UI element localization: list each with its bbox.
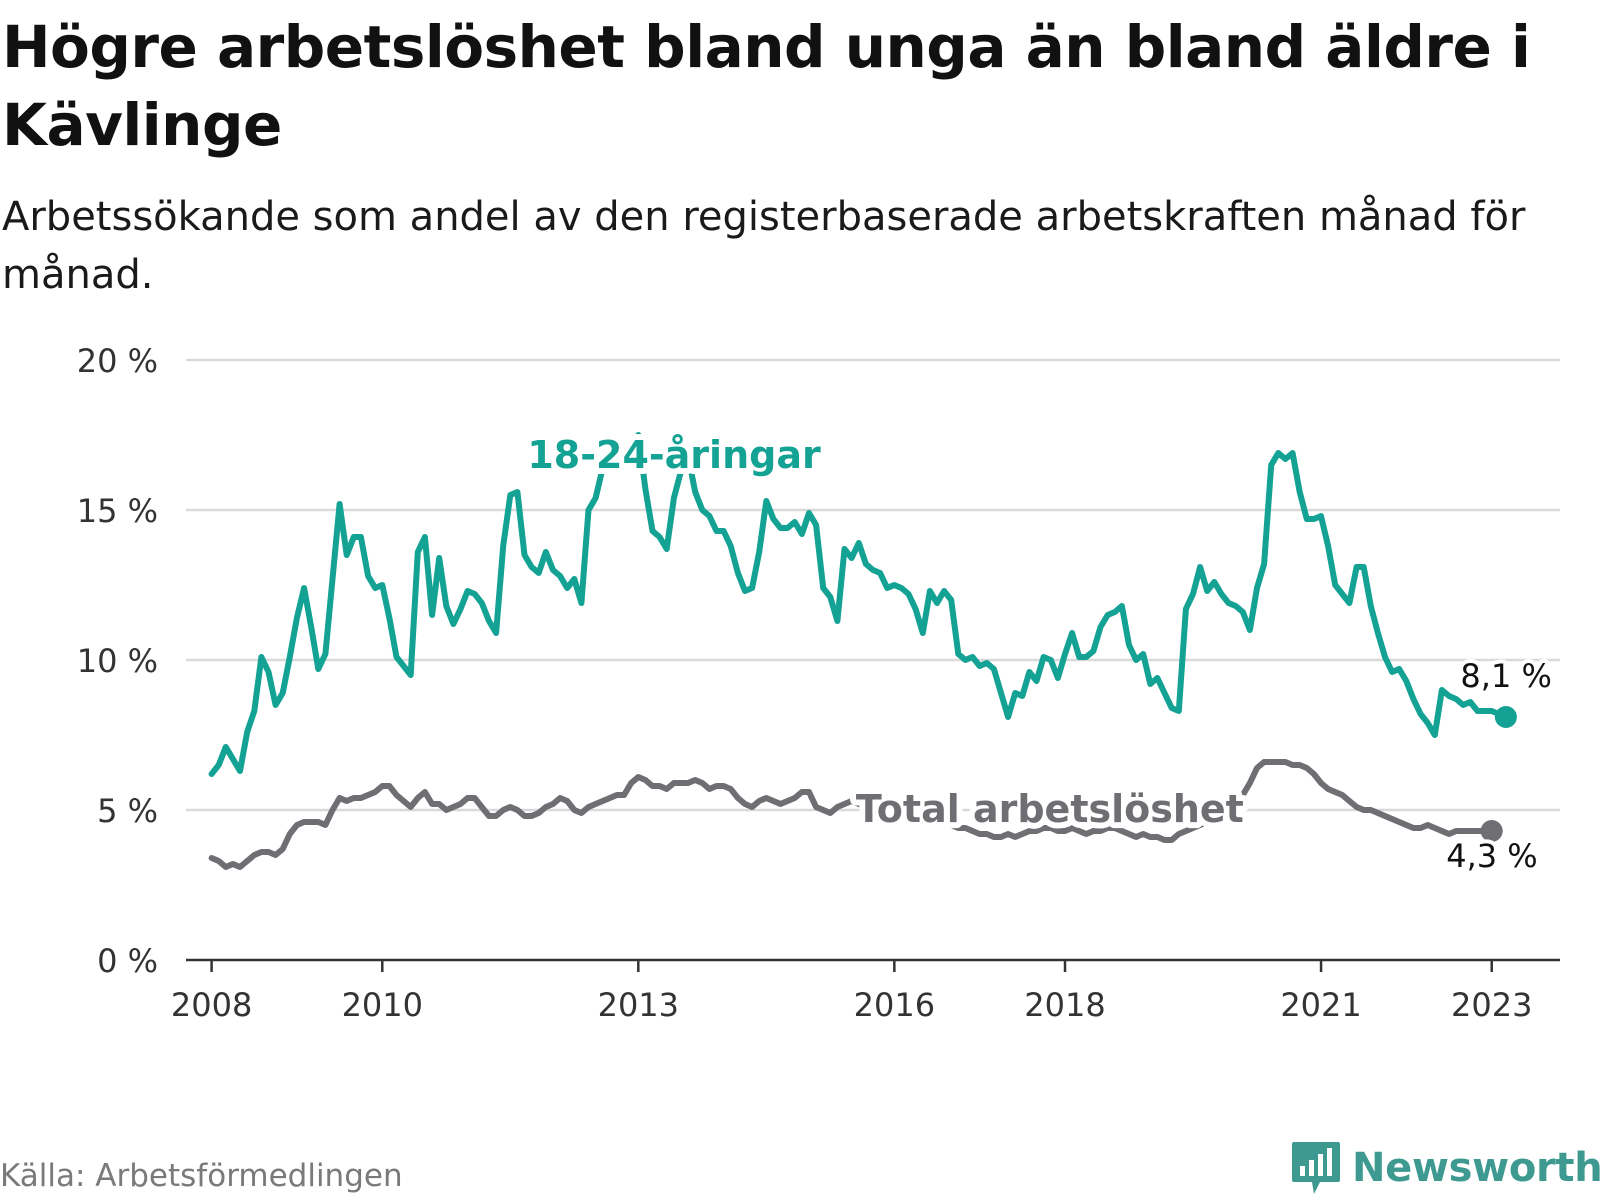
x-tick-label: 2008 bbox=[171, 986, 252, 1024]
chart-title: Högre arbetslöshet bland unga än bland ä… bbox=[2, 13, 1531, 159]
brand-logo[interactable]: Newsworthy bbox=[1290, 1138, 1600, 1198]
x-tick-label: 2016 bbox=[854, 986, 935, 1024]
brand-name: Newsworthy bbox=[1352, 1145, 1600, 1191]
y-tick-label: 5 % bbox=[97, 792, 158, 830]
y-tick-label: 15 % bbox=[77, 492, 158, 530]
chart-subtitle: Arbetssökande som andel av den registerb… bbox=[2, 194, 1526, 298]
series-line-total bbox=[208, 759, 1495, 870]
series-end-point-total bbox=[1480, 820, 1503, 842]
y-tick-label: 0 % bbox=[97, 942, 158, 980]
series-label-total: Total arbetslöshet bbox=[856, 787, 1244, 831]
series-lines bbox=[208, 432, 1517, 870]
x-axis: 2008 2010 2013 2016 2018 2021 2023 bbox=[171, 958, 1560, 1024]
series-end-label-youth: 8,1 % bbox=[1460, 657, 1551, 695]
y-tick-label: 20 % bbox=[77, 342, 158, 380]
series-line-youth bbox=[208, 432, 1509, 777]
series-end-label-total: 4,3 % bbox=[1446, 837, 1537, 875]
gridlines: 0 % 5 % 10 % 15 % 20 % bbox=[77, 342, 1560, 980]
x-tick-label: 2023 bbox=[1451, 986, 1532, 1024]
newsworthy-logo-icon bbox=[1292, 1142, 1340, 1194]
line-chart: 0 % 5 % 10 % 15 % 20 % 18-24-åringar 8,1 % Tot… bbox=[77, 342, 1560, 1024]
series-labels: 18-24-åringar 8,1 % Total arbetslöshet 4,3 … bbox=[521, 427, 1556, 879]
source-note: Källa: Arbetsförmedlingen bbox=[0, 1158, 403, 1194]
y-tick-label: 10 % bbox=[77, 642, 158, 680]
series-end-point-youth bbox=[1494, 706, 1517, 728]
x-tick-label: 2010 bbox=[342, 986, 423, 1024]
x-tick-label: 2021 bbox=[1280, 986, 1361, 1024]
x-tick-label: 2018 bbox=[1024, 986, 1105, 1024]
series-label-youth: 18-24-åringar bbox=[527, 433, 821, 477]
x-tick-label: 2013 bbox=[598, 986, 679, 1024]
